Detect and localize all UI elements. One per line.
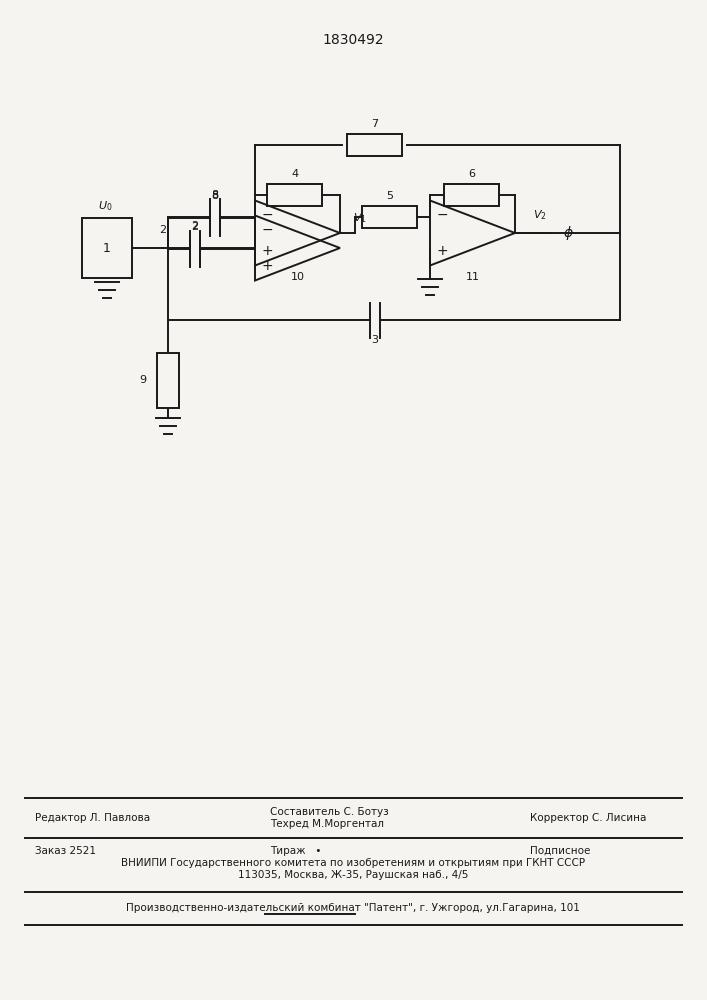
Text: $U_0$: $U_0$ xyxy=(98,199,112,213)
Text: −: − xyxy=(261,208,273,222)
Text: +: + xyxy=(436,244,448,258)
Bar xyxy=(157,353,179,408)
Text: Заказ 2521: Заказ 2521 xyxy=(35,846,96,856)
Text: −: − xyxy=(436,208,448,222)
Text: Техред М.Моргентал: Техред М.Моргентал xyxy=(270,819,384,829)
Text: Подписное: Подписное xyxy=(530,846,590,856)
Text: 4: 4 xyxy=(291,169,298,179)
Text: +: + xyxy=(261,259,273,273)
Text: 11: 11 xyxy=(465,272,479,282)
Text: Редактор Л. Павлова: Редактор Л. Павлова xyxy=(35,813,150,823)
Text: Тираж   •: Тираж • xyxy=(270,846,322,856)
Text: −: − xyxy=(261,223,273,237)
Bar xyxy=(82,218,132,278)
Text: 8: 8 xyxy=(211,191,218,201)
Text: 1830492: 1830492 xyxy=(322,33,384,47)
Bar xyxy=(267,184,322,206)
Text: $V_2$: $V_2$ xyxy=(533,208,547,222)
Text: 113035, Москва, Ж-35, Раушская наб., 4/5: 113035, Москва, Ж-35, Раушская наб., 4/5 xyxy=(238,870,468,880)
Text: Производственно-издательский комбинат "Патент", г. Ужгород, ул.Гагарина, 101: Производственно-издательский комбинат "П… xyxy=(126,903,580,913)
Bar xyxy=(348,134,402,156)
Bar xyxy=(363,206,418,228)
Text: $V_1$: $V_1$ xyxy=(353,211,367,225)
Text: 2: 2 xyxy=(192,222,199,232)
Text: Корректор С. Лисина: Корректор С. Лисина xyxy=(530,813,646,823)
Text: +: + xyxy=(261,244,273,258)
Text: Составитель С. Ботуз: Составитель С. Ботуз xyxy=(270,807,389,817)
Text: 5: 5 xyxy=(387,191,394,201)
Text: $\phi$: $\phi$ xyxy=(563,224,573,242)
Text: ВНИИПИ Государственного комитета по изобретениям и открытиям при ГКНТ СССР: ВНИИПИ Государственного комитета по изоб… xyxy=(121,858,585,868)
Text: 1: 1 xyxy=(103,241,111,254)
Text: 8: 8 xyxy=(211,190,218,200)
Text: 2: 2 xyxy=(160,225,167,235)
Text: 10: 10 xyxy=(291,272,305,282)
Text: 6: 6 xyxy=(469,169,476,179)
Bar xyxy=(445,184,500,206)
Text: 2: 2 xyxy=(192,221,199,231)
Text: 9: 9 xyxy=(139,375,146,385)
Text: 3: 3 xyxy=(371,335,378,345)
Text: 7: 7 xyxy=(371,119,378,129)
